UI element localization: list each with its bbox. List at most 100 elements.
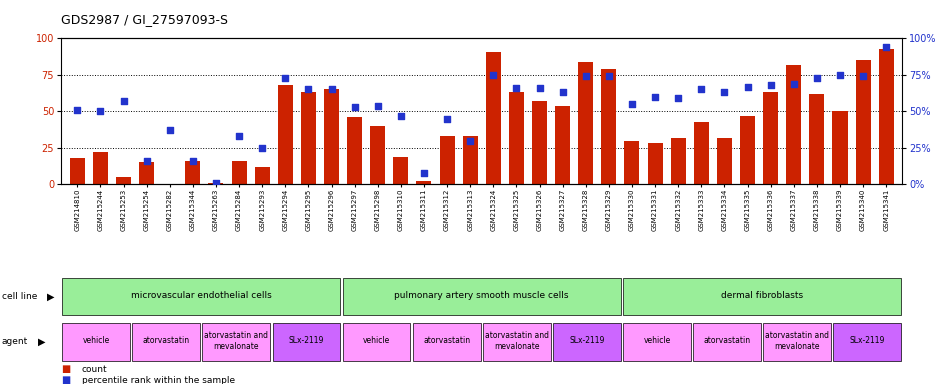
Point [786, 81, 801, 87]
Bar [532, 101, 547, 184]
Point [717, 89, 732, 96]
Bar [623, 323, 691, 361]
Bar [347, 117, 362, 184]
Text: ■: ■ [61, 375, 70, 384]
Bar [209, 183, 224, 184]
Point [301, 86, 316, 93]
Point [185, 158, 200, 164]
Text: pulmonary artery smooth muscle cells: pulmonary artery smooth muscle cells [395, 291, 569, 300]
Bar [809, 94, 824, 184]
Text: agent: agent [2, 337, 28, 346]
Point [209, 180, 224, 186]
Point [556, 89, 571, 96]
Bar [834, 323, 901, 361]
Text: ▶: ▶ [47, 291, 55, 302]
Point [416, 170, 431, 176]
Text: microvascular endothelial cells: microvascular endothelial cells [131, 291, 272, 300]
Bar [139, 162, 154, 184]
Point [139, 158, 154, 164]
Bar [370, 126, 385, 184]
Text: atorvastatin and
mevalonate: atorvastatin and mevalonate [204, 331, 269, 351]
Bar [343, 323, 411, 361]
Point [93, 108, 108, 114]
Point [694, 86, 709, 93]
Bar [763, 323, 831, 361]
Bar [440, 136, 455, 184]
Point [763, 82, 778, 88]
Bar [509, 93, 524, 184]
Point [116, 98, 131, 104]
Point [462, 137, 478, 144]
Bar [483, 323, 551, 361]
Bar [413, 323, 480, 361]
Bar [624, 141, 639, 184]
Text: atorvastatin: atorvastatin [703, 336, 751, 346]
Point [509, 85, 524, 91]
Point [440, 116, 455, 122]
Point [486, 72, 501, 78]
Text: atorvastatin: atorvastatin [423, 336, 470, 346]
Bar [855, 60, 870, 184]
Text: atorvastatin and
mevalonate: atorvastatin and mevalonate [765, 331, 829, 351]
Point [740, 83, 755, 89]
Bar [693, 323, 761, 361]
Bar [786, 65, 801, 184]
Text: vehicle: vehicle [83, 336, 110, 346]
Text: SLx-2119: SLx-2119 [570, 336, 604, 346]
Bar [278, 85, 292, 184]
Text: percentile rank within the sample: percentile rank within the sample [82, 376, 235, 384]
Point [231, 133, 246, 139]
Point [833, 72, 848, 78]
Bar [301, 93, 316, 184]
Bar [623, 278, 901, 315]
Bar [717, 137, 732, 184]
Point [255, 145, 270, 151]
Bar [694, 122, 709, 184]
Bar [255, 167, 270, 184]
Bar [462, 136, 478, 184]
Bar [393, 157, 408, 184]
Text: SLx-2119: SLx-2119 [289, 336, 324, 346]
Bar [133, 323, 200, 361]
Point [624, 101, 639, 107]
Bar [602, 69, 617, 184]
Bar [231, 161, 246, 184]
Text: ■: ■ [61, 364, 70, 374]
Bar [70, 158, 85, 184]
Text: atorvastatin: atorvastatin [143, 336, 190, 346]
Point [879, 44, 894, 50]
Text: cell line: cell line [2, 292, 38, 301]
Bar [343, 278, 620, 315]
Bar [556, 106, 571, 184]
Bar [324, 89, 339, 184]
Bar [763, 93, 778, 184]
Bar [833, 111, 848, 184]
Point [70, 107, 85, 113]
Bar [740, 116, 755, 184]
Bar [879, 49, 894, 184]
Bar [553, 323, 620, 361]
Bar [671, 137, 685, 184]
Bar [93, 152, 108, 184]
Point [809, 75, 824, 81]
Text: vehicle: vehicle [363, 336, 390, 346]
Point [602, 73, 617, 79]
Bar [486, 51, 501, 184]
Bar [648, 144, 663, 184]
Point [670, 95, 685, 101]
Point [278, 75, 293, 81]
Point [370, 103, 385, 109]
Bar [416, 181, 431, 184]
Text: GDS2987 / GI_27597093-S: GDS2987 / GI_27597093-S [61, 13, 228, 26]
Text: atorvastatin and
mevalonate: atorvastatin and mevalonate [485, 331, 549, 351]
Bar [578, 62, 593, 184]
Bar [116, 177, 131, 184]
Bar [62, 323, 130, 361]
Text: vehicle: vehicle [643, 336, 670, 346]
Text: count: count [82, 365, 107, 374]
Bar [273, 323, 340, 361]
Text: dermal fibroblasts: dermal fibroblasts [721, 291, 804, 300]
Bar [185, 161, 200, 184]
Point [324, 86, 339, 93]
Text: ▶: ▶ [38, 337, 45, 347]
